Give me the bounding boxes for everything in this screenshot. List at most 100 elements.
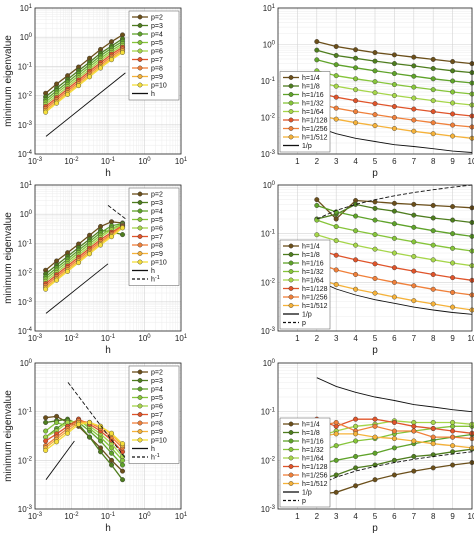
data-point xyxy=(372,50,378,56)
y-tick-label: 10-1 xyxy=(261,77,276,86)
legend-marker xyxy=(137,14,143,20)
legend-label: p=9 xyxy=(151,74,163,81)
x-tick-label: 8 xyxy=(431,157,436,166)
legend-label: p=2 xyxy=(151,192,163,199)
data-point xyxy=(333,457,339,463)
data-point xyxy=(450,260,456,266)
data-point xyxy=(76,83,82,89)
series-line-9 xyxy=(45,263,109,314)
legend-marker xyxy=(137,65,143,71)
data-point xyxy=(98,449,104,455)
data-point xyxy=(430,257,436,263)
legend-marker xyxy=(137,191,143,197)
x-tick-label: 9 xyxy=(450,512,455,521)
x-tick-label: 1 xyxy=(295,157,300,166)
data-point xyxy=(353,87,359,93)
data-point xyxy=(430,66,436,72)
data-point xyxy=(391,428,397,434)
legend-marker xyxy=(137,242,143,248)
x-tick-label: 2 xyxy=(315,512,320,521)
data-point xyxy=(430,202,436,208)
data-point xyxy=(98,65,104,71)
y-tick-label: 10-2 xyxy=(18,269,33,278)
x-tick-label: 10-3 xyxy=(28,157,43,166)
legend-label: h xyxy=(151,268,155,275)
data-point xyxy=(333,105,339,111)
legend-marker xyxy=(288,252,294,257)
legend-label: 1/p xyxy=(302,312,312,319)
data-point xyxy=(391,265,397,271)
legend-marker xyxy=(288,294,294,300)
data-point xyxy=(450,89,456,95)
data-point xyxy=(109,457,115,463)
data-point xyxy=(54,413,60,419)
legend-label: h=1/8 xyxy=(302,84,320,91)
legend-marker xyxy=(137,395,143,400)
legend-label: p=8 xyxy=(151,243,163,250)
data-point xyxy=(353,423,359,429)
data-point xyxy=(450,289,456,295)
data-point xyxy=(411,224,417,230)
legend: h=1/4h=1/8 h=1/16h=1/32 h=1/64h=1/128 h=1/2… xyxy=(279,239,331,330)
y-tick-label: 10-1 xyxy=(18,62,33,71)
legend-label: p=5 xyxy=(151,40,163,47)
legend-label: h=1/64 xyxy=(302,109,324,116)
legend-label: p=4 xyxy=(151,387,163,394)
y-axis-label: minimum eigenvalue xyxy=(3,390,14,482)
legend-label: h xyxy=(151,91,155,98)
y-tick-label: 10-2 xyxy=(18,92,33,101)
data-point xyxy=(333,73,339,79)
data-point xyxy=(353,271,359,277)
series-line-8 xyxy=(316,126,473,153)
axes-frame xyxy=(34,362,182,510)
legend-label: p=5 xyxy=(151,395,163,402)
legend-label: p=10 xyxy=(151,83,167,90)
data-point xyxy=(109,462,115,468)
legend-label: h=1/128 xyxy=(302,464,328,471)
legend-marker xyxy=(137,217,143,222)
data-point xyxy=(450,428,456,434)
data-point xyxy=(411,253,417,259)
data-point xyxy=(411,268,417,274)
legend-marker xyxy=(137,259,143,265)
legend-marker xyxy=(288,421,294,427)
data-point xyxy=(391,419,397,425)
axes-frame xyxy=(277,7,473,155)
y-tick-label: 10-1 xyxy=(261,408,276,417)
data-point xyxy=(353,55,359,61)
data-point xyxy=(54,277,60,283)
data-point xyxy=(391,457,397,463)
data-point xyxy=(333,116,339,122)
data-point xyxy=(333,431,339,437)
legend-label: h=1/8 xyxy=(302,430,320,437)
data-point xyxy=(450,204,456,210)
legend-marker xyxy=(288,75,294,80)
x-tick-label: 6 xyxy=(392,512,397,521)
legend-label: h=1/512 xyxy=(302,481,328,488)
data-point xyxy=(353,109,359,115)
legend-label: p=6 xyxy=(151,404,163,411)
data-point xyxy=(353,65,359,71)
data-point xyxy=(372,90,378,96)
x-tick-label: 10 xyxy=(468,157,474,166)
legend-marker xyxy=(137,57,143,62)
data-point xyxy=(372,112,378,118)
x-tick-label: 6 xyxy=(392,334,397,343)
data-point xyxy=(450,122,456,128)
chart-p2: 10-3 10-2 10-1 100 101 1 2 3 4 5 6 7 8 9 10 p h=1/4 h=1/8… xyxy=(261,4,474,179)
y-tick-label: 10-3 xyxy=(18,121,33,130)
data-point xyxy=(65,91,71,97)
x-tick-label: 101 xyxy=(175,512,188,521)
data-point xyxy=(411,95,417,101)
legend-marker xyxy=(137,225,143,231)
y-tick-label: 100 xyxy=(263,181,276,190)
legend-marker xyxy=(137,234,143,239)
x-tick-label: 3 xyxy=(334,334,339,343)
data-point xyxy=(65,268,71,274)
data-point xyxy=(372,275,378,281)
data-point xyxy=(65,430,71,436)
data-point xyxy=(333,216,339,222)
legend-marker xyxy=(137,251,143,256)
y-tick-label: 10-1 xyxy=(18,408,33,417)
data-point xyxy=(333,62,339,68)
